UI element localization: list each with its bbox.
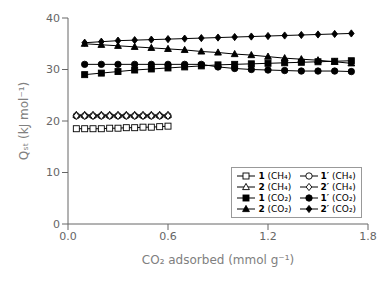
svg-text:30: 30 — [46, 63, 60, 76]
html-text:1′ (CO₂): 1′ (CO₂) — [320, 193, 356, 203]
svg-text:40: 40 — [46, 12, 60, 25]
svg-text:0.0: 0.0 — [59, 230, 77, 243]
html-text:1′ (CH₄): 1′ (CH₄) — [320, 171, 356, 181]
html-text:2 (CH₄): 2 (CH₄) — [258, 182, 292, 192]
svg-text:1.8: 1.8 — [359, 230, 377, 243]
svg-text:CO₂ adsorbed (mmol g⁻¹): CO₂ adsorbed (mmol g⁻¹) — [142, 253, 294, 267]
svg-text:20: 20 — [46, 115, 60, 128]
html-text:1 (CH₄): 1 (CH₄) — [258, 171, 292, 181]
svg-text:10: 10 — [46, 166, 60, 179]
html-text:1 (CO₂): 1 (CO₂) — [258, 193, 292, 203]
svg-text:0.6: 0.6 — [159, 230, 177, 243]
html-text:2′ (CO₂): 2′ (CO₂) — [320, 204, 356, 214]
html-text:2 (CO₂): 2 (CO₂) — [258, 204, 292, 214]
svg-text:0: 0 — [53, 218, 60, 231]
html-text:2′ (CH₄): 2′ (CH₄) — [320, 182, 356, 192]
svg-text:1.2: 1.2 — [259, 230, 277, 243]
svg-text:Qₛₜ (kJ mol⁻¹): Qₛₜ (kJ mol⁻¹) — [17, 82, 31, 160]
